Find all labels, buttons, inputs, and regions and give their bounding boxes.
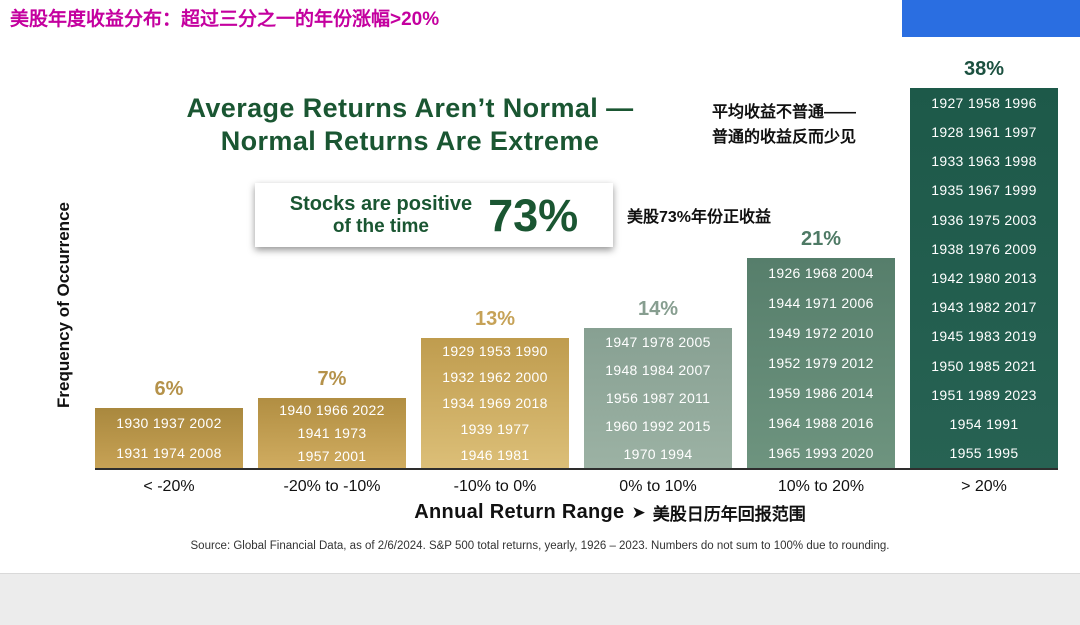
year-row: 1938 1976 2009	[931, 240, 1037, 257]
bar-column: 21% 1926 1968 2004 1944 1971 2006 1949 1972…	[747, 228, 895, 468]
cn-annotation-line2: 普通的收益反而少见	[712, 128, 857, 146]
year-row: 1942 1980 2013	[931, 270, 1037, 287]
bar-chart: 6% 1930 1937 2002 1931 1974 2008 7% 1940 196…	[95, 56, 1058, 496]
year-row: 1947 1978 2005	[605, 334, 711, 350]
chart-title-line2: Normal Returns Are Extreme	[220, 125, 600, 156]
year-row: 1932 1962 2000	[442, 369, 548, 385]
bar-column: 7% 1940 1966 2022 1941 1973 1957 2001	[258, 368, 406, 468]
year-row: 1936 1975 2003	[931, 211, 1037, 228]
bar: 1926 1968 2004 1944 1971 2006 1949 1972 20…	[747, 258, 895, 468]
bar-column: 6% 1930 1937 2002 1931 1974 2008	[95, 378, 243, 468]
category-label: -20% to -10%	[283, 478, 381, 495]
bar-value-label: 13%	[474, 308, 516, 330]
positive-callout-line1: Stocks are positive	[289, 192, 473, 215]
year-row: 1926 1968 2004	[768, 265, 874, 281]
category-label: 0% to 10%	[619, 478, 697, 495]
positive-callout-value: 73%	[488, 189, 579, 241]
source-note: Source: Global Financial Data, as of 2/6…	[190, 540, 890, 552]
cn-annotation-line1: 平均收益不普通——	[712, 104, 857, 121]
positive-callout-text: Stocks are positive of the time	[290, 193, 472, 238]
category-label: 10% to 20%	[777, 478, 865, 495]
year-row: 1945 1983 2019	[931, 328, 1037, 345]
year-row: 1929 1953 1990	[442, 343, 548, 359]
bar: 1929 1953 1990 1932 1962 2000 1934 1969 20…	[421, 338, 569, 468]
year-row: 1935 1967 1999	[931, 182, 1037, 199]
category-labels: < -20% -20% to -10% -10% to 0% 0% to 10% 10%…	[95, 470, 1058, 496]
bar-value-label: 6%	[154, 378, 184, 400]
bar-value-label: 38%	[963, 58, 1005, 80]
x-axis-label: Annual Return Range	[414, 501, 625, 523]
year-row: 1944 1971 2006	[768, 295, 874, 311]
x-axis-label-row: Annual Return Range ➤ 美股日历年回报范围	[0, 500, 1080, 525]
category-label: < -20%	[143, 478, 195, 495]
year-row: 1957 2001	[297, 448, 367, 465]
bar-value-label: 7%	[317, 368, 347, 390]
year-row: 1949 1972 2010	[768, 325, 874, 341]
positive-callout-line2: of the time	[332, 215, 429, 237]
bar: 1930 1937 2002 1931 1974 2008	[95, 408, 243, 468]
year-row: 1951 1989 2023	[931, 386, 1037, 403]
year-row: 1946 1981	[460, 447, 530, 463]
chart-title: Average Returns Aren’t Normal — Normal R…	[130, 92, 690, 158]
bar-column: 14% 1947 1978 2005 1948 1984 2007 1956 1987…	[584, 298, 732, 468]
year-row: 1955 1995	[949, 445, 1019, 462]
year-row: 1948 1984 2007	[605, 362, 711, 378]
bar: 1927 1958 1996 1928 1961 1997 1933 1963 19…	[910, 88, 1058, 468]
year-row: 1954 1991	[949, 416, 1019, 433]
year-row: 1933 1963 1998	[931, 153, 1037, 170]
header-accent-bar	[902, 0, 1080, 37]
category-label: > 20%	[961, 478, 1007, 495]
bar-column: 13% 1929 1953 1990 1932 1962 2000 1934 1969…	[421, 308, 569, 468]
year-row: 1960 1992 2015	[605, 418, 711, 434]
year-row: 1952 1979 2012	[768, 355, 874, 371]
positive-callout-box: Stocks are positive of the time 73%	[255, 183, 613, 247]
bar-column: 38% 1927 1958 1996 1928 1961 1997 1933 1963…	[910, 58, 1058, 468]
year-row: 1934 1969 2018	[442, 395, 548, 411]
bar: 1947 1978 2005 1948 1984 2007 1956 1987 20…	[584, 328, 732, 468]
year-row: 1964 1988 2016	[768, 415, 874, 431]
positive-callout-cn-note: 美股73%年份正收益	[627, 209, 772, 226]
year-row: 1941 1973	[297, 424, 367, 441]
year-row: 1939 1977	[460, 421, 530, 437]
year-row: 1943 1982 2017	[931, 299, 1037, 316]
bar-value-label: 21%	[800, 228, 842, 250]
year-row: 1959 1986 2014	[768, 385, 874, 401]
bar: 1940 1966 2022 1941 1973 1957 2001	[258, 398, 406, 468]
y-axis-label: Frequency of Occurrence	[54, 202, 73, 408]
year-row: 1970 1994	[623, 446, 693, 462]
x-axis-label-cn: 美股日历年回报范围	[652, 505, 806, 524]
year-row: 1927 1958 1996	[931, 94, 1037, 111]
bar-value-label: 14%	[637, 298, 679, 320]
year-row: 1956 1987 2011	[605, 390, 711, 406]
chart-title-line1: Average Returns Aren’t Normal —	[186, 93, 634, 123]
year-row: 1950 1985 2021	[931, 357, 1037, 374]
page-title: 美股年度收益分布：超过三分之一的年份涨幅>20%	[10, 9, 440, 30]
year-row: 1928 1961 1997	[931, 123, 1037, 140]
year-row: 1940 1966 2022	[279, 401, 385, 418]
arrow-right-icon: ➤	[631, 502, 646, 522]
bottom-strip	[0, 573, 1080, 625]
year-row: 1931 1974 2008	[116, 445, 222, 461]
bars-row: 6% 1930 1937 2002 1931 1974 2008 7% 1940 196…	[95, 56, 1058, 470]
year-row: 1930 1937 2002	[116, 415, 222, 431]
chart-title-cn-annotation: 平均收益不普通—— 普通的收益反而少见	[712, 101, 856, 151]
year-row: 1965 1993 2020	[768, 445, 874, 461]
category-label: -10% to 0%	[453, 478, 537, 495]
